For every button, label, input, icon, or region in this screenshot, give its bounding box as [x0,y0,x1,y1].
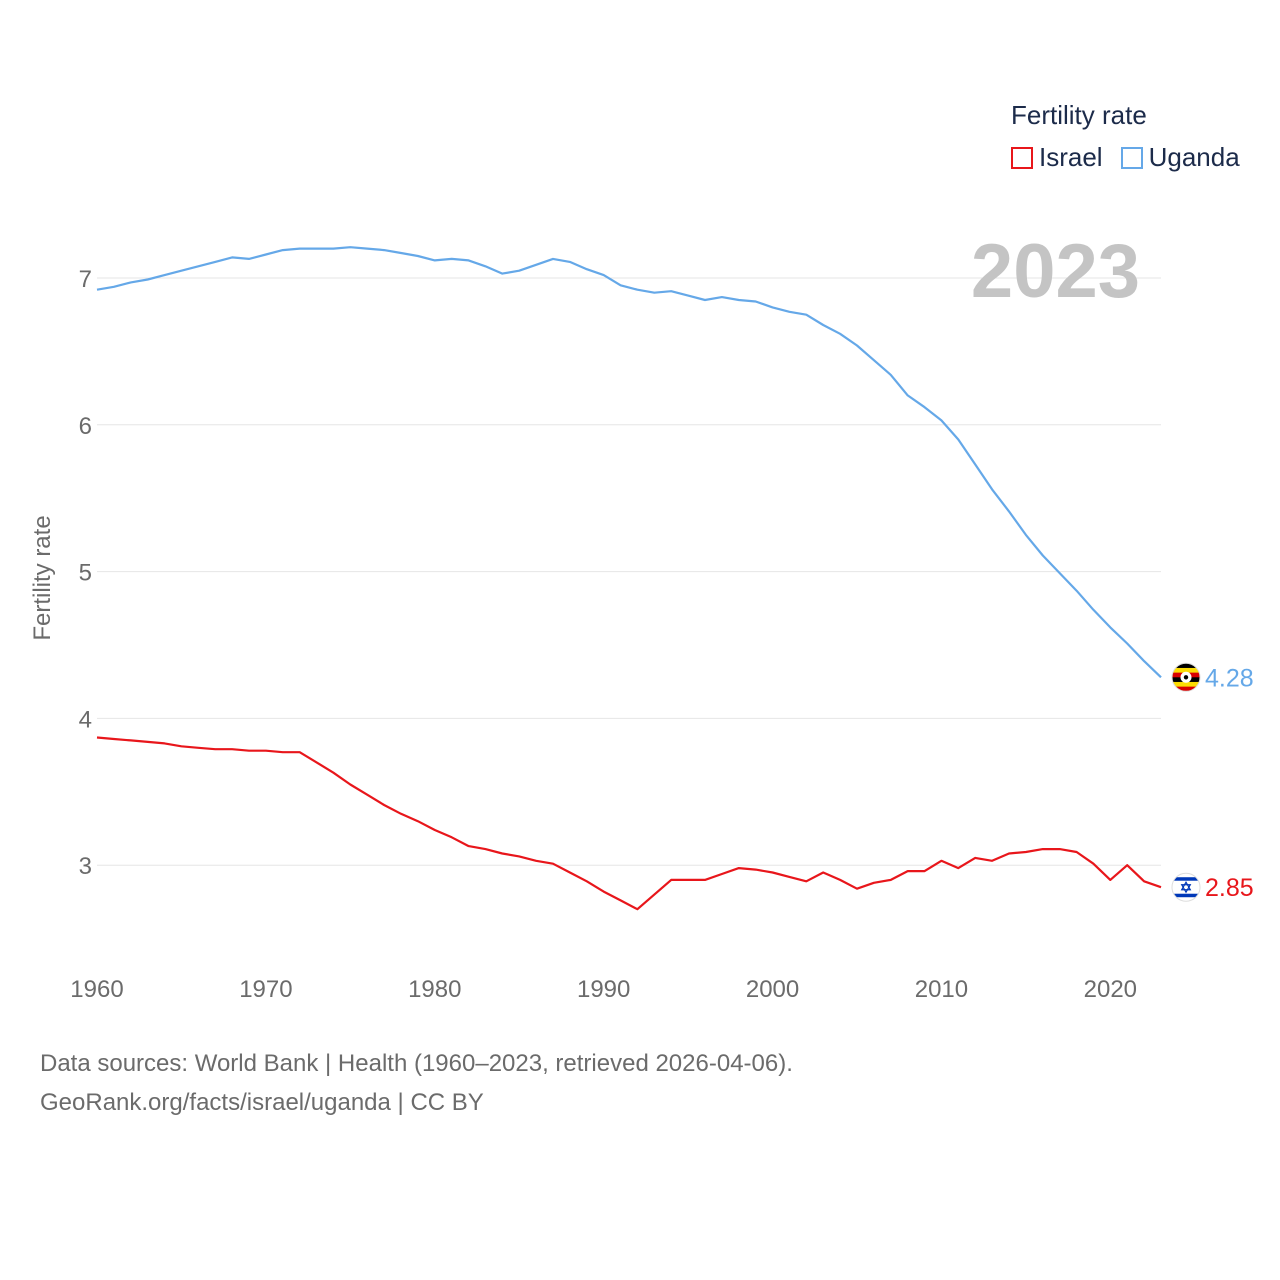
y-tick-label-3: 3 [79,853,92,880]
current-year-label: 2023 [970,229,1140,314]
series-line-uganda[interactable] [96,246,1162,679]
legend-label-israel: Israel [1039,142,1103,172]
x-tick-label-1990: 1990 [577,976,630,1003]
x-tick-label-2000: 2000 [746,976,799,1003]
legend-item-israel[interactable]: Israel [1011,142,1103,173]
x-tick-label-1960: 1960 [70,976,123,1003]
y-tick-label-4: 4 [79,706,92,733]
x-tick-label-2020: 2020 [1084,976,1137,1003]
source-url-text: GeoRank.org/facts/israel/uganda | CC BY [40,1089,484,1116]
legend-item-uganda[interactable]: Uganda [1120,142,1240,173]
data-source-text: Data sources: World Bank | Health (1960–… [40,1050,793,1077]
legend-title: Fertility rate [1011,100,1147,130]
gridlines [97,277,1161,866]
legend-label-uganda: Uganda [1148,142,1240,172]
flag-icon-israel [1171,872,1201,902]
legend-swatch-uganda [1120,146,1143,169]
x-tick-label-1970: 1970 [239,976,292,1003]
y-tick-label-5: 5 [79,560,92,587]
x-axis-ticks: 1960 1970 1980 1990 2000 2010 2020 [70,976,1137,1003]
legend-swatch-israel [1011,146,1033,169]
flag-icon-uganda [1171,662,1201,692]
end-value-label-uganda: 4.28 [1205,664,1254,692]
y-tick-label-7: 7 [79,266,92,293]
series-end-markers: 4.28 2.85 [1171,662,1254,902]
legend: Israel Uganda [1011,142,1258,173]
y-tick-label-6: 6 [79,413,92,440]
series-lines [96,246,1162,911]
footer: Data sources: World Bank | Health (1960–… [40,1044,793,1122]
series-line-israel[interactable] [96,736,1162,911]
end-value-label-israel: 2.85 [1205,874,1254,902]
x-tick-label-2010: 2010 [915,976,968,1003]
y-axis-label: Fertility rate [29,515,56,641]
y-axis-ticks: 3 4 5 6 7 [79,266,92,880]
x-tick-label-1980: 1980 [408,976,461,1003]
